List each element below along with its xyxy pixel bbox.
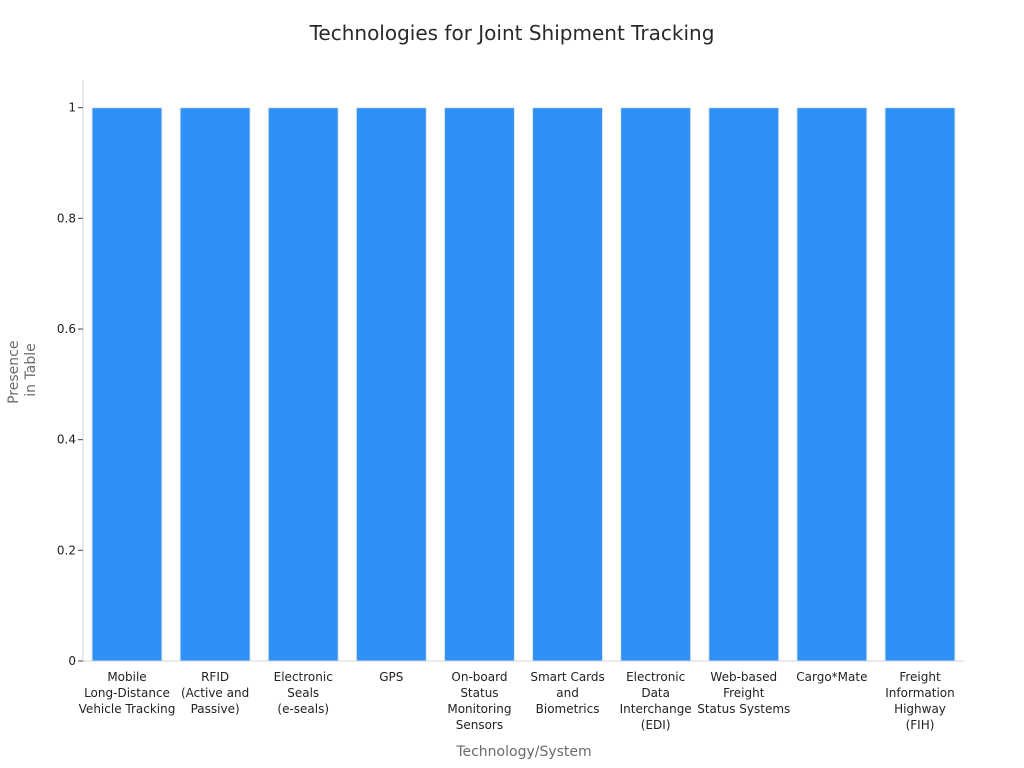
bar — [443, 107, 515, 662]
x-tick-label-line: Information — [885, 686, 954, 700]
x-tick-label-line: Vehicle Tracking — [79, 702, 176, 716]
bar — [884, 107, 956, 662]
x-tick-label: RFID (Active and Passive) — [181, 670, 249, 716]
y-tick-label: 0 — [68, 654, 76, 668]
x-tick-label-line: On-board — [451, 670, 507, 684]
y-tick-label: 0.6 — [57, 322, 76, 336]
bar — [620, 107, 692, 662]
x-tick-label: Electronic Seals (e-seals) — [274, 670, 333, 716]
x-tick-label-line: Smart Cards — [530, 670, 604, 684]
x-axis-title: Technology/System — [455, 744, 591, 760]
y-tick-label: 1 — [68, 101, 76, 115]
x-tick-label-line: Sensors — [456, 718, 503, 732]
x-tick-label-line: (FIH) — [906, 718, 935, 732]
chart-title: Technologies for Joint Shipment Tracking — [309, 21, 715, 45]
x-tick-label: Smart Cards and Biometrics — [530, 670, 604, 716]
x-tick-label-line: Biometrics — [536, 702, 600, 716]
x-tick-label: Electronic Data Interchange (EDI) — [620, 670, 692, 732]
x-tick-label-line: Electronic — [626, 670, 685, 684]
y-axis-title: Presence in Table — [6, 336, 39, 404]
x-tick-label-line: Interchange — [620, 702, 692, 716]
x-tick-label-line: and — [556, 686, 579, 700]
x-tick-label-line: Status Systems — [697, 702, 790, 716]
x-tick-label-line: (Active and — [181, 686, 249, 700]
x-tick-label: On-board Status Monitoring Sensors — [447, 670, 511, 732]
x-tick-labels-group: Mobile Long-Distance Vehicle Tracking RFID (… — [79, 670, 955, 732]
x-tick-label-line: Electronic — [274, 670, 333, 684]
x-tick-label-line: Status — [460, 686, 498, 700]
x-tick-label-line: RFID — [201, 670, 229, 684]
x-tick-label-line: Highway — [894, 702, 946, 716]
x-tick-label: GPS — [379, 670, 403, 684]
x-tick-label-line: Data — [641, 686, 670, 700]
y-tick-label: 0.2 — [57, 543, 76, 557]
x-tick-label-line: Monitoring — [447, 702, 511, 716]
bar — [91, 107, 163, 662]
x-tick-label-line: Freight — [899, 670, 941, 684]
x-tick-label-line: (EDI) — [641, 718, 671, 732]
y-tick-label: 0.4 — [57, 433, 76, 447]
y-axis-title-line-2: in Table — [23, 343, 39, 396]
x-tick-label: Freight Information Highway (FIH) — [885, 670, 954, 732]
bar — [267, 107, 339, 662]
x-tick-label: Cargo*Mate — [796, 670, 867, 684]
x-tick-label-line: Passive) — [191, 702, 240, 716]
bar — [532, 107, 604, 662]
bar — [708, 107, 780, 662]
y-ticks-group: 0 0.2 0.4 0.6 0.8 1 — [57, 101, 83, 668]
x-tick-label-line: Seals — [287, 686, 319, 700]
x-tick-label-line: GPS — [379, 670, 403, 684]
y-tick-label: 0.8 — [57, 211, 76, 225]
bar — [355, 107, 427, 662]
x-tick-label-line: Long-Distance — [84, 686, 170, 700]
bars-group — [91, 107, 956, 662]
x-tick-label-line: Freight — [723, 686, 765, 700]
x-tick-label-line: Cargo*Mate — [796, 670, 867, 684]
x-tick-label-line: (e-seals) — [277, 702, 329, 716]
bar — [179, 107, 251, 662]
y-axis-title-line-1: Presence — [6, 341, 22, 404]
bar — [796, 107, 868, 662]
x-tick-label-line: Web-based — [710, 670, 777, 684]
x-tick-label-line: Mobile — [107, 670, 146, 684]
x-tick-label: Web-based Freight Status Systems — [697, 670, 790, 716]
x-tick-label: Mobile Long-Distance Vehicle Tracking — [79, 670, 176, 716]
